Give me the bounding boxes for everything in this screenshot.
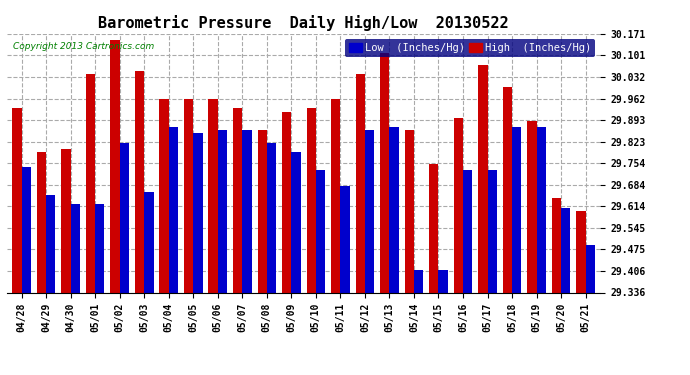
Bar [184, 99, 193, 292]
Bar [119, 142, 129, 292]
Bar [233, 108, 242, 292]
Bar [208, 99, 218, 292]
Bar [282, 111, 291, 292]
Bar [257, 130, 267, 292]
Bar [503, 87, 512, 292]
Bar [355, 74, 365, 292]
Bar [438, 270, 448, 292]
Bar [380, 53, 389, 292]
Bar [586, 245, 595, 292]
Bar [512, 127, 522, 292]
Bar [331, 99, 340, 292]
Text: Copyright 2013 Cartronics.com: Copyright 2013 Cartronics.com [13, 42, 154, 51]
Bar [365, 130, 374, 292]
Bar [429, 164, 438, 292]
Bar [193, 133, 203, 292]
Bar [110, 40, 119, 292]
Bar [135, 71, 144, 292]
Bar [340, 186, 350, 292]
Bar [291, 152, 301, 292]
Bar [404, 130, 414, 292]
Bar [463, 170, 472, 292]
Bar [576, 211, 586, 292]
Bar [12, 108, 21, 292]
Bar [306, 108, 316, 292]
Bar [453, 118, 463, 292]
Bar [37, 152, 46, 292]
Bar [414, 270, 423, 292]
Bar [527, 121, 537, 292]
Bar [478, 65, 488, 292]
Bar [242, 130, 252, 292]
Bar [21, 167, 31, 292]
Bar [267, 142, 276, 292]
Bar [389, 127, 399, 292]
Bar [159, 99, 169, 292]
Bar [537, 127, 546, 292]
Bar [70, 204, 80, 292]
Bar [86, 74, 95, 292]
Bar [61, 149, 70, 292]
Bar [169, 127, 178, 292]
Legend: Low  (Inches/Hg), High  (Inches/Hg): Low (Inches/Hg), High (Inches/Hg) [345, 39, 595, 57]
Bar [552, 198, 561, 292]
Title: Barometric Pressure  Daily High/Low  20130522: Barometric Pressure Daily High/Low 20130… [98, 15, 509, 31]
Bar [218, 130, 227, 292]
Bar [561, 208, 571, 292]
Bar [46, 195, 55, 292]
Bar [144, 192, 154, 292]
Bar [316, 170, 325, 292]
Bar [95, 204, 104, 292]
Bar [488, 170, 497, 292]
